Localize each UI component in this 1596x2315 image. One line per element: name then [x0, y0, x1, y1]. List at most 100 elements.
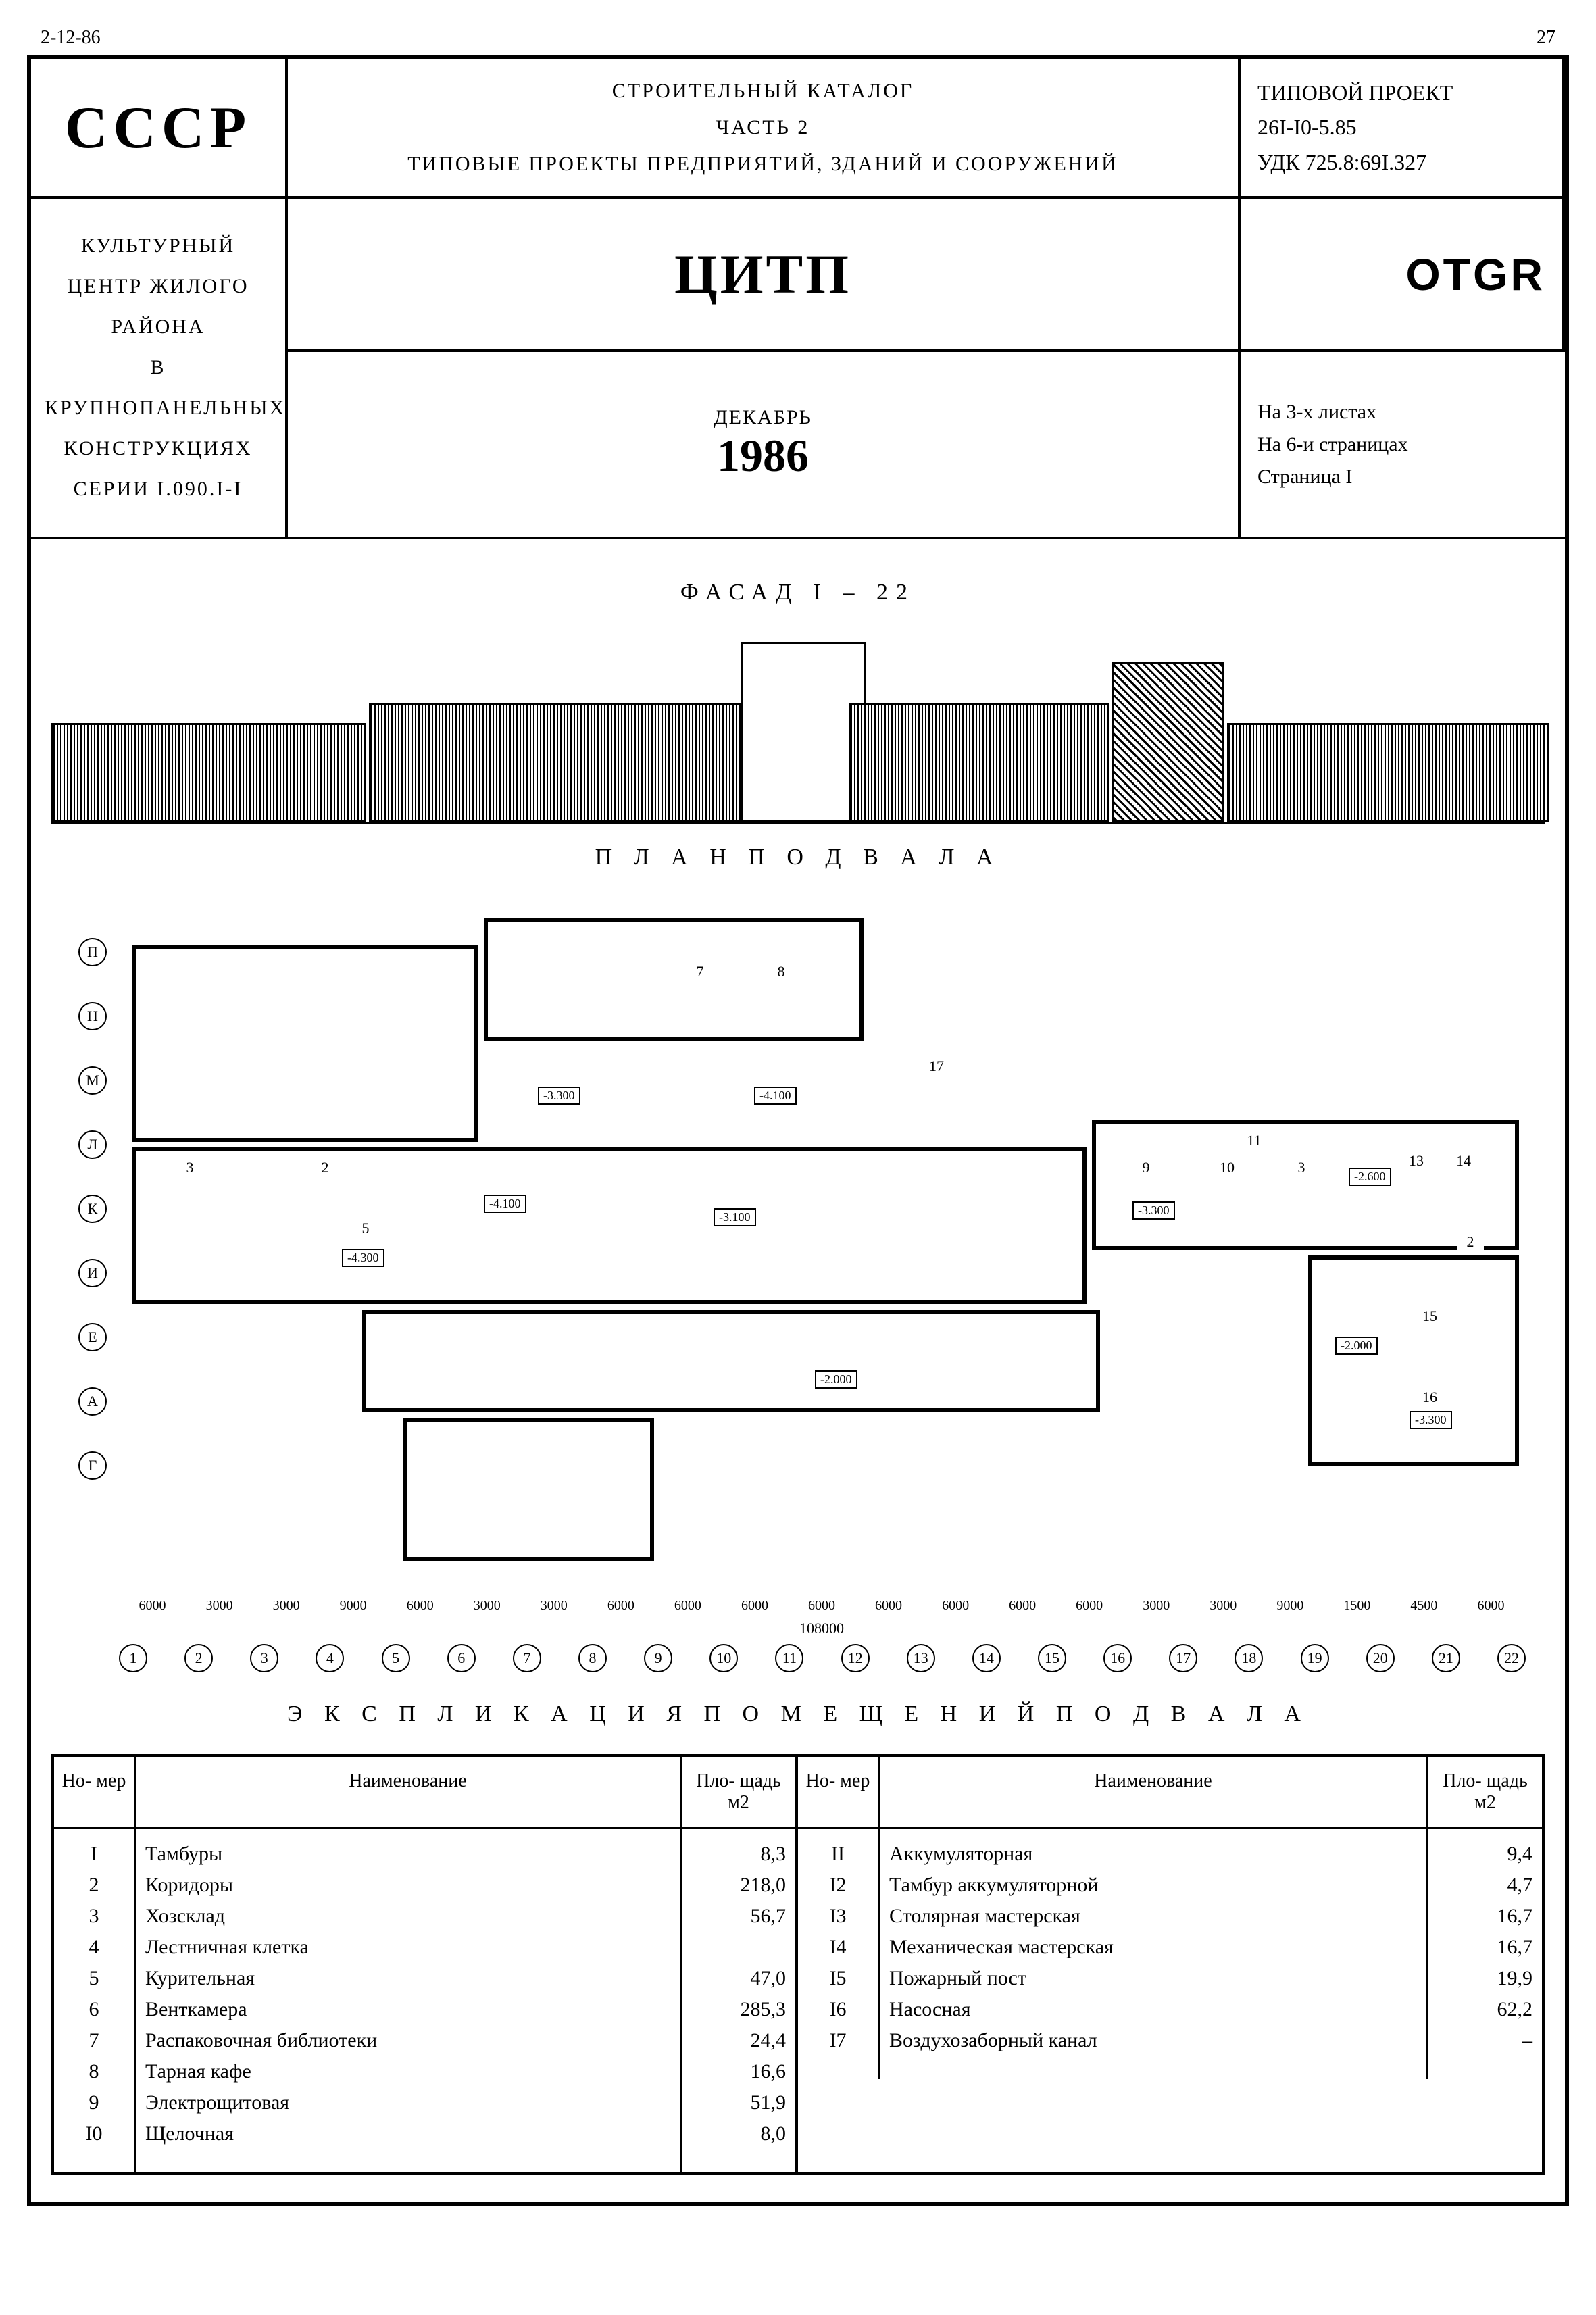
doc-code: 2-12-86 — [41, 27, 101, 49]
cell-area: 218,0 — [681, 1870, 796, 1901]
explication-table: Но- мер Наименование Пло- щадь м2 IТамбу… — [51, 1754, 1545, 2175]
room-label: 9 — [1132, 1154, 1159, 1181]
cell-num: 3 — [54, 1901, 135, 1932]
cell-area: 8,3 — [681, 1828, 796, 1870]
cell-num: I5 — [798, 1963, 879, 1994]
cell-name: Лестничная клетка — [135, 1932, 681, 1963]
table-row: I5Пожарный пост19,9 — [798, 1963, 1542, 1994]
plan-block — [484, 918, 864, 1041]
axis-label: 6 — [447, 1644, 476, 1672]
dimension-value: 3000 — [1210, 1598, 1237, 1614]
col-header-name: Наименование — [135, 1757, 681, 1828]
axis-label: 17 — [1169, 1644, 1197, 1672]
axis-label: П — [78, 938, 107, 966]
year-label: 1986 — [305, 429, 1221, 482]
dimension-value: 6000 — [942, 1598, 969, 1614]
table-row: I3Столярная мастерская16,7 — [798, 1901, 1542, 1932]
plan-block — [1308, 1255, 1519, 1466]
cell-area: 19,9 — [1428, 1963, 1543, 1994]
dimension-value: 6000 — [1076, 1598, 1103, 1614]
axis-label: 5 — [382, 1644, 410, 1672]
page: 2-12-86 27 СССР СТРОИТЕЛЬНЫЙ КАТАЛОГ ЧАС… — [27, 27, 1569, 2206]
table-row: IТамбуры8,3 — [54, 1828, 795, 1870]
cell-num: 5 — [54, 1963, 135, 1994]
catalog-title-cell: СТРОИТЕЛЬНЫЙ КАТАЛОГ ЧАСТЬ 2 ТИПОВЫЕ ПРО… — [288, 59, 1241, 199]
cell-num: II — [798, 1828, 879, 1870]
dimension-value: 3000 — [206, 1598, 233, 1614]
room-label: 3 — [173, 1154, 207, 1181]
project-label: ТИПОВОЙ ПРОЕКТ — [1257, 76, 1545, 110]
room-label: 13 — [1403, 1147, 1430, 1174]
month-label: ДЕКАБРЬ — [305, 406, 1221, 429]
dimension-value: 6000 — [1009, 1598, 1036, 1614]
project-code: 26I-I0-5.85 — [1257, 110, 1545, 145]
dimension-value: 3000 — [474, 1598, 501, 1614]
dimension-value: 1500 — [1343, 1598, 1370, 1614]
cell-num: I4 — [798, 1932, 879, 1963]
cell-area: 8,0 — [681, 2118, 796, 2172]
room-label: 14 — [1450, 1147, 1477, 1174]
cell-name: Венткамера — [135, 1994, 681, 2025]
elevation-mark: -3.100 — [714, 1208, 756, 1226]
axis-label: 8 — [578, 1644, 607, 1672]
cell-name: Столярная мастерская — [879, 1901, 1428, 1932]
cell-num: 9 — [54, 2087, 135, 2118]
axis-label: И — [78, 1259, 107, 1287]
dimension-value: 6000 — [808, 1598, 835, 1614]
cell-area: 4,7 — [1428, 1870, 1543, 1901]
axis-label: 11 — [775, 1644, 803, 1672]
otgr-label: OTGR — [1257, 249, 1545, 300]
room-label: 2 — [1457, 1228, 1484, 1255]
facade-title: ФАСАД I – 22 — [51, 580, 1545, 605]
room-label: 16 — [1416, 1384, 1443, 1411]
cell-name: Хозсклад — [135, 1901, 681, 1932]
room-label: 11 — [1241, 1127, 1268, 1154]
plan-block — [132, 1147, 1087, 1304]
elevation-mark: -2.600 — [1349, 1168, 1391, 1186]
room-label: 7 — [687, 958, 714, 985]
dimension-value: 6000 — [674, 1598, 701, 1614]
cell-area: 16,6 — [681, 2056, 796, 2087]
cell-area: 47,0 — [681, 1963, 796, 1994]
facade-block — [51, 723, 366, 822]
axis-label: Е — [78, 1323, 107, 1351]
cell-num: 6 — [54, 1994, 135, 2025]
dimension-value: 6000 — [875, 1598, 902, 1614]
room-label: 2 — [308, 1154, 342, 1181]
cell-num: 8 — [54, 2056, 135, 2087]
cell-name: Аккумуляторная — [879, 1828, 1428, 1870]
axis-label: 19 — [1301, 1644, 1329, 1672]
cell-area: 62,2 — [1428, 1994, 1543, 2025]
sheets-cell: На 3-х листах На 6-и страницах Страница … — [1241, 352, 1565, 537]
cell-name: Механическая мастерская — [879, 1932, 1428, 1963]
plan-block — [403, 1418, 654, 1561]
cell-num: I — [54, 1828, 135, 1870]
table-row: I7Воздухозаборный канал– — [798, 2025, 1542, 2079]
cell-name: Воздухозаборный канал — [879, 2025, 1428, 2079]
cell-area: 285,3 — [681, 1994, 796, 2025]
dimension-value: 3000 — [273, 1598, 300, 1614]
cell-area — [681, 1932, 796, 1963]
dimension-value: 6000 — [741, 1598, 768, 1614]
axis-label: 22 — [1497, 1644, 1526, 1672]
facade-block — [1227, 723, 1549, 822]
axes-horizontal: 12345678910111213141516171819202122 — [119, 1644, 1524, 1674]
facade-tower — [741, 642, 866, 822]
axis-label: 12 — [841, 1644, 870, 1672]
axis-label: 4 — [316, 1644, 344, 1672]
cell-num: 2 — [54, 1870, 135, 1901]
col-header-num: Но- мер — [54, 1757, 135, 1828]
axis-label: Г — [78, 1451, 107, 1480]
cell-name: Тарная кафе — [135, 2056, 681, 2087]
udk-code: УДК 725.8:69I.327 — [1257, 145, 1545, 180]
plan-block — [132, 945, 478, 1142]
catalog-line1: СТРОИТЕЛЬНЫЙ КАТАЛОГ — [305, 73, 1221, 109]
sheets-line1: На 3-х листах — [1257, 396, 1548, 428]
dimension-value: 4500 — [1410, 1598, 1437, 1614]
date-cell: ДЕКАБРЬ 1986 — [288, 352, 1241, 537]
explication-title: Э К С П Л И К А Ц И Я П О М Е Щ Е Н И Й … — [51, 1701, 1545, 1727]
cell-name: Коридоры — [135, 1870, 681, 1901]
elevation-mark: -2.000 — [815, 1370, 857, 1389]
cell-name: Насосная — [879, 1994, 1428, 2025]
axis-label: 21 — [1432, 1644, 1460, 1672]
